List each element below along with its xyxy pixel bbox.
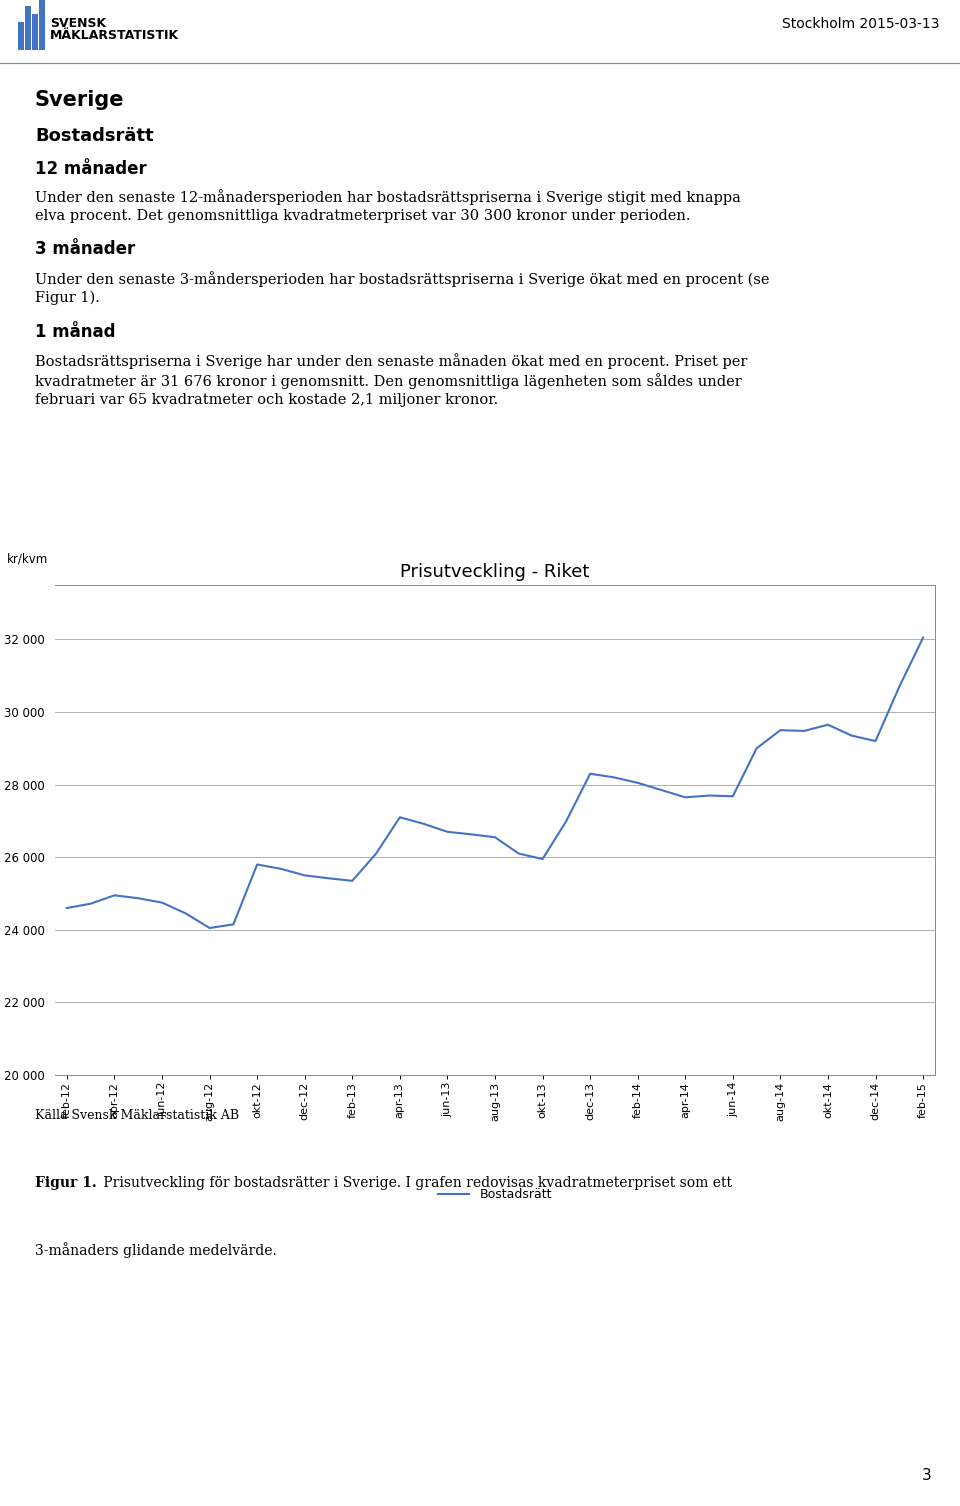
Text: Bostadsrättspriserna i Sverige har under den senaste månaden ökat med en procent: Bostadsrättspriserna i Sverige har under… [35,352,748,369]
Text: Stockholm 2015-03-13: Stockholm 2015-03-13 [782,17,940,32]
Text: Källa Svensk Mäklarstatistik AB: Källa Svensk Mäklarstatistik AB [35,1110,239,1122]
Bar [39,0,45,50]
Text: kr/kvm: kr/kvm [7,553,48,565]
Text: 3-månaders glidande medelvärde.: 3-månaders glidande medelvärde. [35,1242,276,1259]
Text: 3: 3 [922,1468,931,1483]
Title: Prisutveckling - Riket: Prisutveckling - Riket [400,563,589,581]
Text: elva procent. Det genomsnittliga kvadratmeterpriset var 30 300 kronor under peri: elva procent. Det genomsnittliga kvadrat… [35,209,690,223]
Bar [18,23,24,50]
Text: Prisutveckling för bostadsrätter i Sverige. I grafen redovisas kvadratmeterprise: Prisutveckling för bostadsrätter i Sveri… [99,1176,732,1190]
Text: Under den senaste 12-månadersperioden har bostadsrättspriserna i Sverige stigit : Under den senaste 12-månadersperioden ha… [35,188,741,205]
Bar [25,6,31,50]
Text: MÄKLARSTATISTIK: MÄKLARSTATISTIK [50,29,180,42]
Text: SVENSK: SVENSK [50,17,107,30]
Text: kvadratmeter är 31 676 kronor i genomsnitt. Den genomsnittliga lägenheten som så: kvadratmeter är 31 676 kronor i genomsni… [35,373,742,389]
Text: 1 månad: 1 månad [35,322,115,340]
Text: Figur 1).: Figur 1). [35,291,100,306]
Text: Under den senaste 3-måndersperioden har bostadsrättspriserna i Sverige ökat med : Under den senaste 3-måndersperioden har … [35,271,770,286]
Text: 3 månader: 3 månader [35,239,135,258]
Legend: Bostadsrätt: Bostadsrätt [433,1182,557,1206]
Text: Figur 1.: Figur 1. [35,1176,96,1190]
Text: Sverige: Sverige [35,90,125,110]
Text: Bostadsrätt: Bostadsrätt [35,127,154,145]
Text: 12 månader: 12 månader [35,160,147,178]
Text: februari var 65 kvadratmeter och kostade 2,1 miljoner kronor.: februari var 65 kvadratmeter och kostade… [35,393,498,407]
Bar [32,14,38,50]
